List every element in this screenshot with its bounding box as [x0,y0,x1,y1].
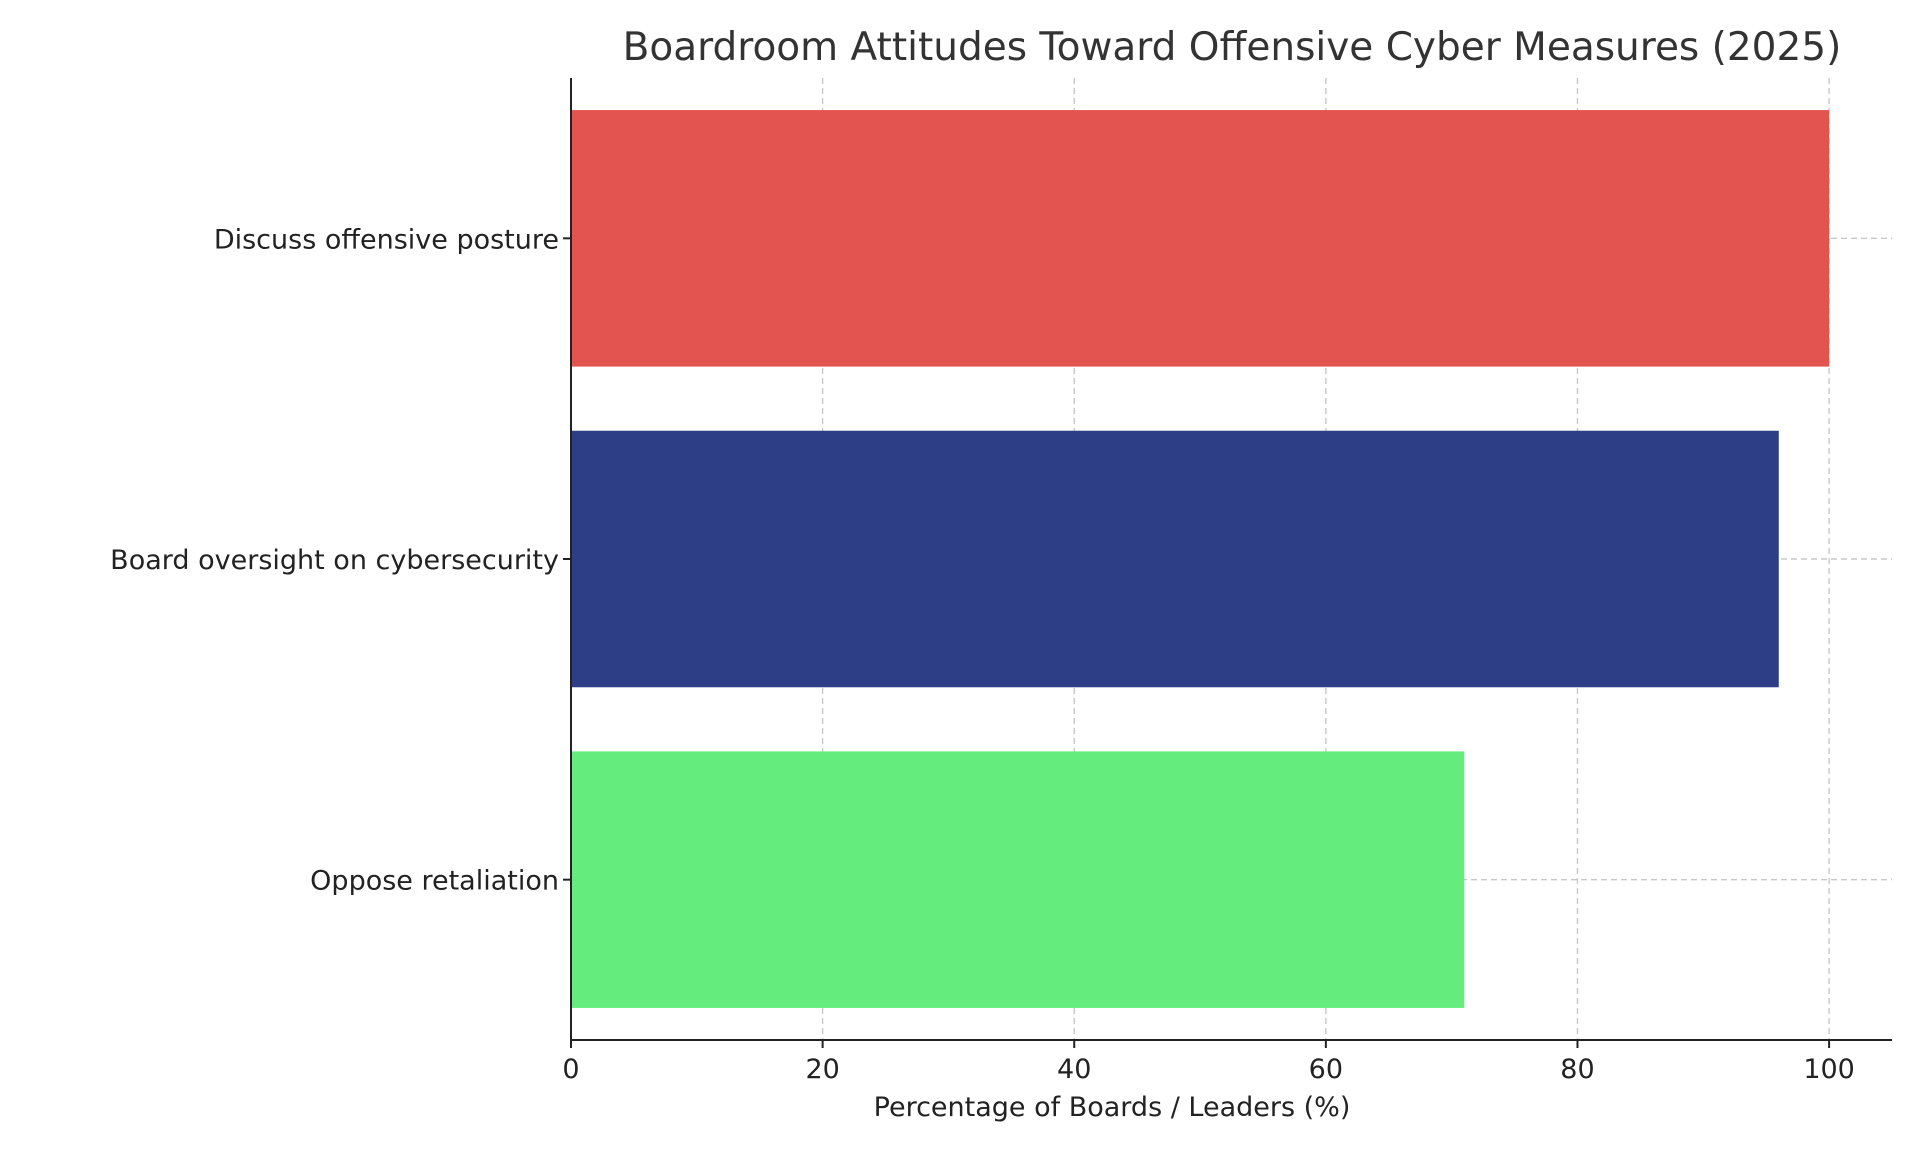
chart-title: Boardroom Attitudes Toward Offensive Cyb… [623,25,1842,70]
x-axis-ticks: 0 20 40 60 80 100 [562,1040,1855,1085]
bar-2 [571,751,1465,1008]
x-tick-label-4: 80 [1560,1054,1594,1085]
x-tick-label-0: 0 [562,1054,579,1085]
x-tick-label-5: 100 [1803,1054,1855,1085]
y-tick-label-2: Oppose retaliation [310,866,559,897]
x-tick-label-1: 20 [805,1054,839,1085]
x-tick-label-3: 60 [1309,1054,1343,1085]
bar-1 [571,430,1779,688]
y-tick-label-0: Discuss offensive posture [214,224,559,255]
y-axis-ticks: Discuss offensive posture Board oversight… [110,224,571,897]
bar-0 [571,110,1830,367]
x-tick-label-2: 40 [1057,1054,1091,1085]
x-axis-label: Percentage of Boards / Leaders (%) [874,1092,1351,1123]
y-tick-label-1: Board oversight on cybersecurity [110,545,559,576]
bars [571,110,1830,1008]
